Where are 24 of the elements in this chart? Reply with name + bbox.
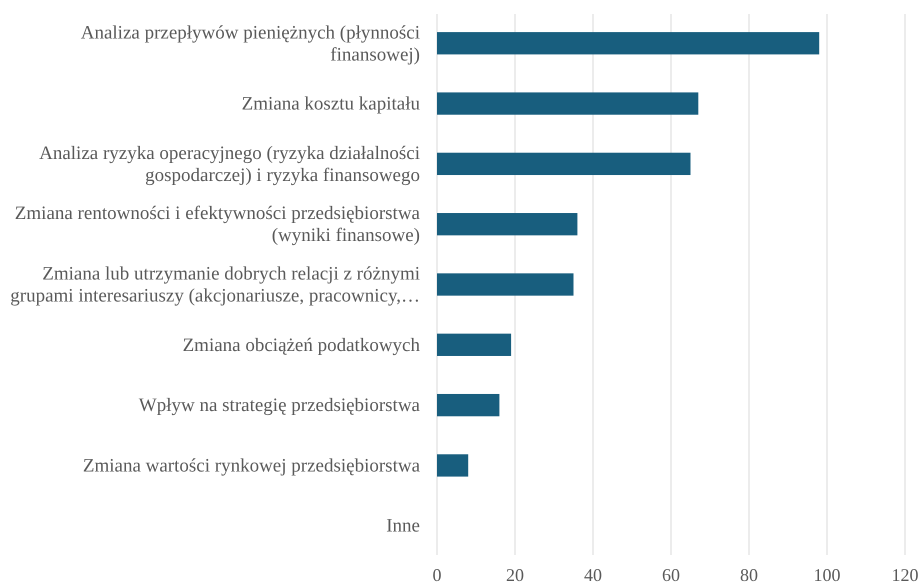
y-tick-label: Zmiana obciążeń podatkowych <box>182 334 420 356</box>
bar <box>437 32 820 54</box>
bar <box>437 334 512 356</box>
x-tick-label: 80 <box>740 565 758 584</box>
x-tick-label: 100 <box>814 565 840 584</box>
y-tick-label: Zmiana wartości rynkowej przedsiębiorstwa <box>82 455 421 476</box>
y-tick-label: Analiza przepływów pieniężnych (płynności finansowej) <box>80 22 420 66</box>
bar <box>437 92 698 115</box>
x-tick-label: 60 <box>662 565 680 584</box>
bar <box>437 152 690 176</box>
x-tick-label: 20 <box>506 565 524 584</box>
y-tick-label: Inne <box>386 516 420 537</box>
y-tick-label: Zmiana rentowności i efektywności przedsiębiorstwa (wyniki finansowe) <box>14 203 421 246</box>
bar <box>437 394 500 416</box>
x-tick-label: 40 <box>584 565 602 584</box>
y-tick-label: Zmiana kosztu kapitału <box>242 94 420 115</box>
bar <box>437 454 468 477</box>
x-tick-label: 0 <box>432 565 442 584</box>
bar <box>437 213 578 236</box>
y-tick-label: Wpływ na strategię przedsiębiorstwa <box>138 395 421 416</box>
y-tick-label: Zmiana lub utrzymanie dobrych relacji z różnymi grupami interesariuszy (akcjonariusze, pracownicy,… <box>10 264 420 306</box>
y-tick-label: Analiza ryzyka operacyjnego (ryzyka działalności gospodarczej) i ryzyka finansowego <box>39 142 420 186</box>
x-tick-label: 120 <box>892 565 918 584</box>
bar <box>437 273 574 296</box>
